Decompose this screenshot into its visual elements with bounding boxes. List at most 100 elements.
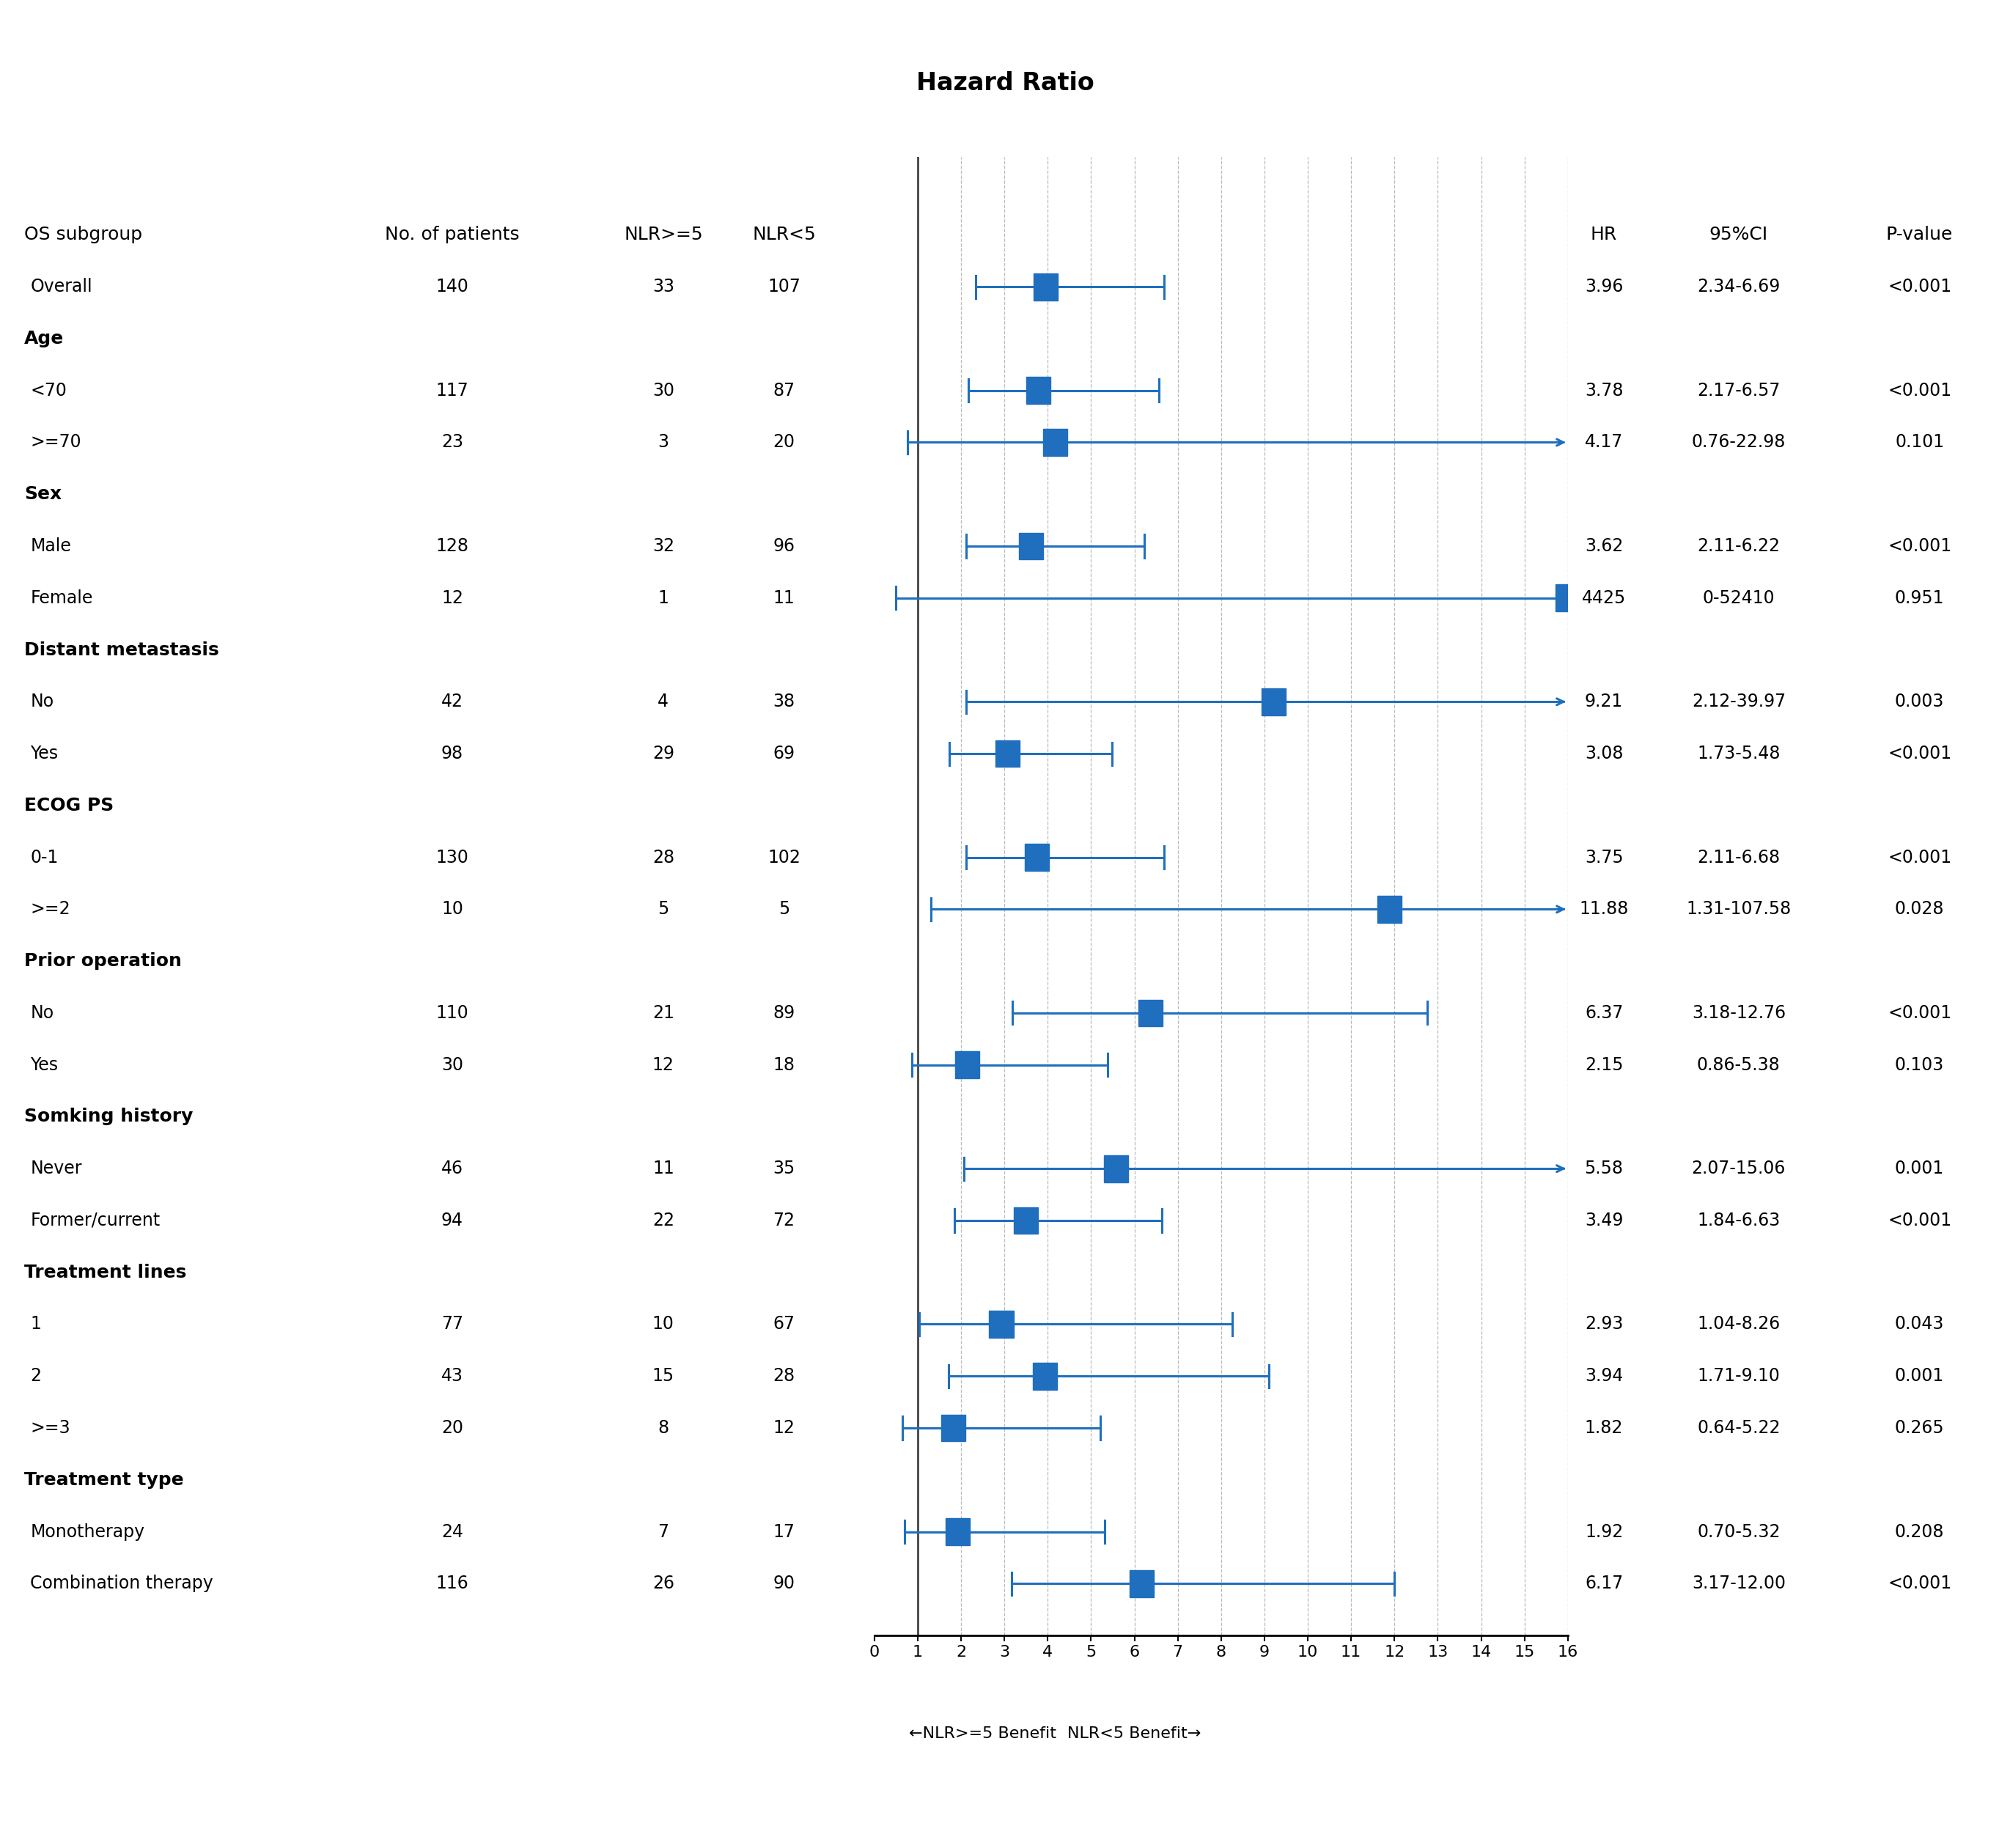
Text: Hazard Ratio: Hazard Ratio — [917, 70, 1093, 96]
Text: 110: 110 — [436, 1003, 468, 1022]
Text: 0.951: 0.951 — [1895, 590, 1944, 606]
Text: 116: 116 — [436, 1574, 468, 1593]
Text: 90: 90 — [774, 1574, 794, 1593]
Text: 23: 23 — [442, 434, 462, 451]
Text: 0.028: 0.028 — [1895, 900, 1944, 918]
Text: 0.265: 0.265 — [1895, 1419, 1944, 1436]
Text: 2.07-15.06: 2.07-15.06 — [1692, 1161, 1785, 1177]
Text: 1: 1 — [657, 590, 669, 606]
Text: 42: 42 — [442, 693, 462, 710]
Text: 1.73-5.48: 1.73-5.48 — [1696, 745, 1781, 763]
Text: 89: 89 — [774, 1003, 794, 1022]
Text: 3.17-12.00: 3.17-12.00 — [1692, 1574, 1785, 1593]
Text: 32: 32 — [653, 538, 673, 554]
Text: 2.11-6.22: 2.11-6.22 — [1696, 538, 1781, 554]
Text: 43: 43 — [442, 1368, 462, 1384]
Text: 9.21: 9.21 — [1584, 693, 1624, 710]
Bar — [1025, 845, 1049, 870]
Text: <0.001: <0.001 — [1887, 277, 1952, 296]
Text: 3.75: 3.75 — [1584, 848, 1624, 867]
Text: 24: 24 — [442, 1523, 462, 1541]
Text: Somking history: Somking history — [24, 1109, 193, 1125]
Text: Male: Male — [30, 538, 70, 554]
Text: Combination therapy: Combination therapy — [30, 1574, 213, 1593]
Text: 2.17-6.57: 2.17-6.57 — [1696, 383, 1781, 399]
Text: 7: 7 — [657, 1523, 669, 1541]
Text: 87: 87 — [774, 383, 794, 399]
Text: 0-1: 0-1 — [30, 848, 58, 867]
Bar — [1103, 1155, 1128, 1183]
Text: 4425: 4425 — [1582, 590, 1626, 606]
Text: 21: 21 — [653, 1003, 673, 1022]
Bar — [945, 1519, 969, 1545]
Bar — [1138, 1000, 1162, 1026]
Text: 3.62: 3.62 — [1584, 538, 1624, 554]
Text: 18: 18 — [774, 1055, 794, 1074]
Text: 11.88: 11.88 — [1580, 900, 1628, 918]
Text: Former/current: Former/current — [30, 1212, 161, 1229]
Text: 30: 30 — [442, 1055, 462, 1074]
Text: Distant metastasis: Distant metastasis — [24, 641, 219, 658]
Text: 22: 22 — [653, 1212, 673, 1229]
Text: 20: 20 — [442, 1419, 462, 1436]
Text: ECOG PS: ECOG PS — [24, 796, 115, 815]
Text: 1.31-107.58: 1.31-107.58 — [1686, 900, 1791, 918]
Text: 2.11-6.68: 2.11-6.68 — [1696, 848, 1781, 867]
Text: <0.001: <0.001 — [1887, 1003, 1952, 1022]
Text: Age: Age — [24, 329, 64, 347]
Text: 0.101: 0.101 — [1895, 434, 1944, 451]
Text: Never: Never — [30, 1161, 82, 1177]
Text: 5: 5 — [657, 900, 669, 918]
Text: 0.001: 0.001 — [1895, 1368, 1944, 1384]
Text: No. of patients: No. of patients — [386, 225, 519, 244]
Text: 46: 46 — [442, 1161, 462, 1177]
Text: 0.043: 0.043 — [1895, 1316, 1944, 1332]
Text: 2.93: 2.93 — [1584, 1316, 1624, 1332]
Text: 94: 94 — [442, 1212, 462, 1229]
Text: 0.001: 0.001 — [1895, 1161, 1944, 1177]
Text: 35: 35 — [772, 1161, 796, 1177]
Text: NLR<5: NLR<5 — [752, 225, 816, 244]
Text: Treatment lines: Treatment lines — [24, 1264, 187, 1281]
Text: 11: 11 — [774, 590, 794, 606]
Text: 33: 33 — [653, 277, 673, 296]
Text: 0.208: 0.208 — [1895, 1523, 1944, 1541]
Bar — [1013, 1207, 1037, 1234]
Bar — [955, 1052, 979, 1079]
Text: 2.15: 2.15 — [1584, 1055, 1624, 1074]
Text: No: No — [30, 693, 54, 710]
Text: <0.001: <0.001 — [1887, 1574, 1952, 1593]
Text: 2.12-39.97: 2.12-39.97 — [1692, 693, 1785, 710]
Text: 1: 1 — [30, 1316, 40, 1332]
Text: 0.76-22.98: 0.76-22.98 — [1692, 434, 1785, 451]
Text: 98: 98 — [442, 745, 462, 763]
Text: 3.49: 3.49 — [1584, 1212, 1624, 1229]
Text: Treatment type: Treatment type — [24, 1471, 183, 1489]
Text: <0.001: <0.001 — [1887, 848, 1952, 867]
Text: <0.001: <0.001 — [1887, 538, 1952, 554]
Text: 28: 28 — [653, 848, 673, 867]
Text: 130: 130 — [436, 848, 468, 867]
Text: 3.94: 3.94 — [1584, 1368, 1624, 1384]
Text: 0.86-5.38: 0.86-5.38 — [1696, 1055, 1781, 1074]
Text: 0.103: 0.103 — [1895, 1055, 1944, 1074]
Text: 6.17: 6.17 — [1584, 1574, 1624, 1593]
Text: Sex: Sex — [24, 486, 62, 503]
Text: Monotherapy: Monotherapy — [30, 1523, 145, 1541]
Text: 128: 128 — [436, 538, 468, 554]
Text: >=2: >=2 — [30, 900, 70, 918]
Text: ←NLR>=5 Benefit: ←NLR>=5 Benefit — [909, 1726, 1057, 1741]
Text: 3.96: 3.96 — [1584, 277, 1624, 296]
Text: 4: 4 — [657, 693, 669, 710]
Bar — [1019, 532, 1043, 560]
Text: <0.001: <0.001 — [1887, 745, 1952, 763]
Text: Yes: Yes — [30, 745, 58, 763]
Text: 77: 77 — [442, 1316, 462, 1332]
Text: Overall: Overall — [30, 277, 92, 296]
Text: 1.84-6.63: 1.84-6.63 — [1696, 1212, 1781, 1229]
Text: 117: 117 — [436, 383, 468, 399]
Text: No: No — [30, 1003, 54, 1022]
Text: >=3: >=3 — [30, 1419, 70, 1436]
Text: 12: 12 — [653, 1055, 673, 1074]
Text: Yes: Yes — [30, 1055, 58, 1074]
